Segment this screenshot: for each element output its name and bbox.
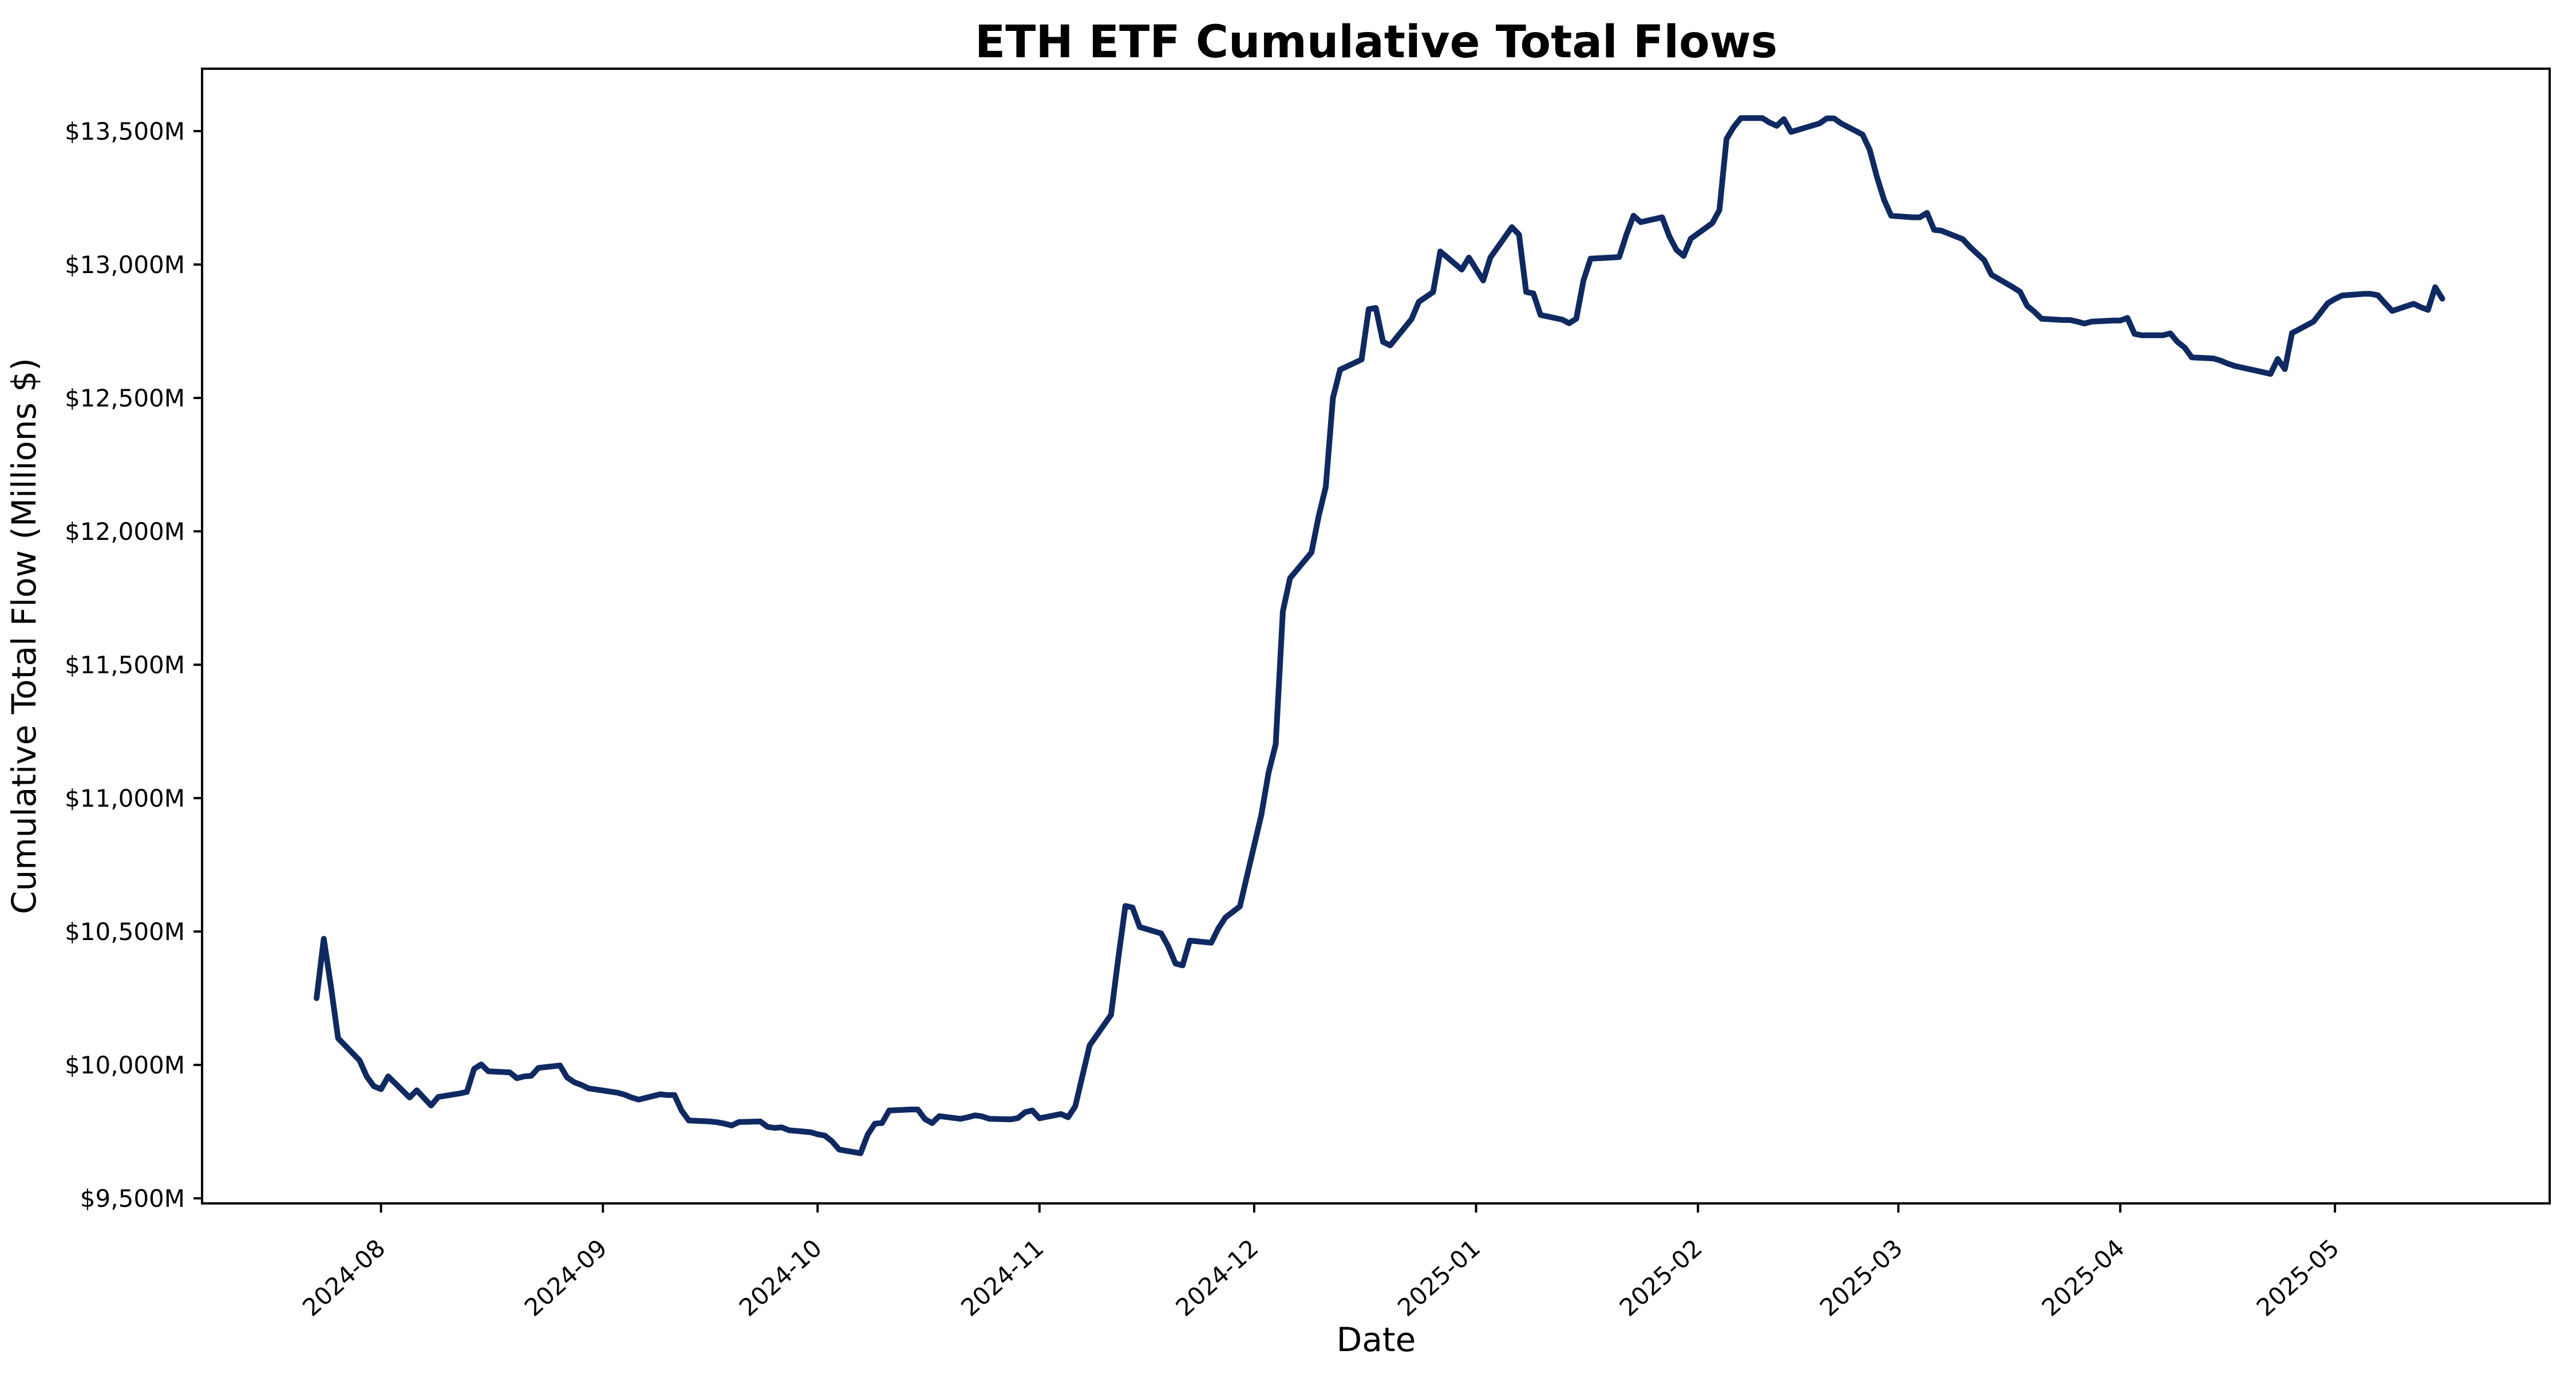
series-layer [314,115,2445,1156]
y-axis-label: Cumulative Total Flow (Millions $) [5,358,44,914]
y-axis: $9,500M $10,000M $10,500M $11,000M $11,500M $… [65,117,202,1213]
y-tick-label: $13,500M [65,117,185,145]
x-tick-label: 2025-02 [1614,1234,1708,1322]
y-tick-label: $12,500M [65,384,185,412]
x-tick-label: 2025-01 [1392,1234,1485,1322]
x-axis: 2024-08 2024-09 2024-10 2024-11 2024-12 2025-… [297,1203,2345,1322]
y-tick-label: $9,500M [80,1185,185,1213]
y-tick-label: $13,000M [65,251,185,279]
x-tick-label: 2024-09 [519,1234,613,1322]
x-tick-label: 2025-03 [1815,1234,1908,1322]
plot-border [201,68,2551,1205]
x-tick-label: 2024-10 [734,1234,827,1322]
x-tick-label: 2025-05 [2251,1234,2344,1322]
y-tick-label: $12,000M [65,518,185,546]
y-tick-label: $11,500M [65,651,185,679]
y-tick-label: $10,000M [65,1051,185,1079]
chart-title: ETH ETF Cumulative Total Flows [975,17,1777,68]
y-tick-label: $10,500M [65,918,185,946]
x-tick-label: 2024-08 [297,1234,390,1322]
x-axis-label: Date [1337,1320,1416,1359]
plot-area: $9,500M $10,000M $10,500M $11,000M $11,500M $… [65,68,2551,1322]
x-tick-label: 2025-04 [2036,1234,2129,1322]
flow-line [314,115,2445,1156]
y-tick-label: $11,000M [65,784,185,812]
x-tick-label: 2024-12 [1170,1234,1263,1322]
x-tick-label: 2024-11 [955,1234,1049,1322]
